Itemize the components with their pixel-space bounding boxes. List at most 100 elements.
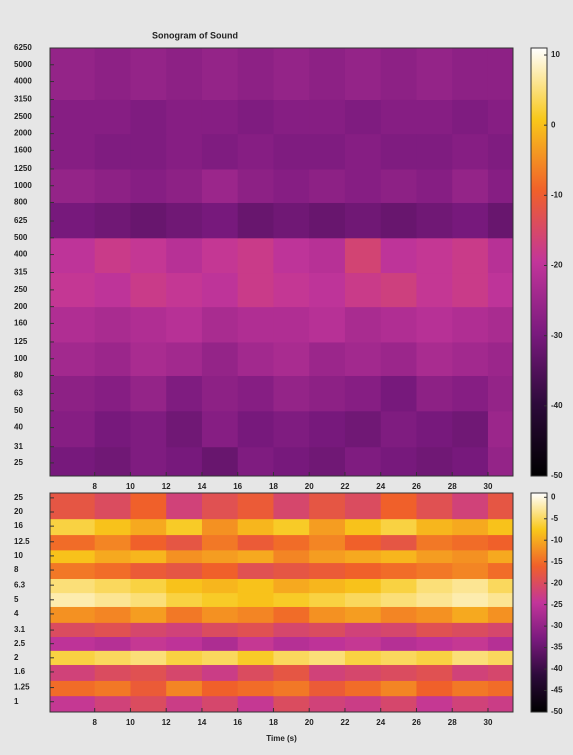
y-tick-label: 4	[14, 609, 19, 618]
heatmap-cell	[273, 133, 310, 170]
heatmap-cell	[166, 606, 203, 623]
heatmap-cell	[487, 549, 514, 564]
heatmap-cell	[344, 493, 382, 520]
colorbar-tick-label: -15	[551, 557, 563, 566]
heatmap-cell	[309, 341, 346, 376]
heatmap-cell	[380, 202, 417, 239]
heatmap-cell	[201, 493, 239, 520]
y-tick-label: 800	[14, 198, 28, 207]
heatmap-cell	[273, 237, 310, 274]
heatmap-cell	[487, 695, 514, 713]
heatmap-cell	[237, 636, 274, 651]
heatmap-cell	[452, 562, 489, 579]
heatmap-cell	[344, 410, 382, 448]
heatmap-cell	[380, 133, 417, 170]
heatmap-cell	[487, 636, 514, 651]
heatmap-cell	[416, 133, 453, 170]
heatmap-cell	[166, 622, 203, 638]
colorbar-tick-label: -25	[551, 600, 563, 609]
colorbar-tick-label: -50	[551, 471, 563, 480]
heatmap-cell	[130, 202, 167, 239]
heatmap-cell	[166, 168, 203, 203]
heatmap-cell	[380, 622, 417, 638]
heatmap-cell	[309, 622, 346, 638]
heatmap-cell	[344, 168, 382, 203]
heatmap-cell	[273, 48, 310, 100]
heatmap-cell	[166, 237, 203, 274]
heatmap-cell	[416, 272, 453, 308]
x-tick-label: 8	[92, 718, 97, 727]
heatmap-cell	[94, 680, 131, 697]
heatmap-cell	[487, 650, 514, 665]
heatmap-cell	[380, 272, 417, 308]
heatmap-cell	[237, 237, 274, 274]
heatmap-cell	[487, 99, 514, 135]
heatmap-cell	[94, 410, 131, 448]
heatmap-cell	[344, 99, 382, 135]
heatmap-cell	[452, 99, 489, 135]
heatmap-cell	[273, 549, 310, 564]
heatmap-cell	[201, 549, 239, 564]
heatmap-cell	[416, 622, 453, 638]
heatmap-cell	[452, 549, 489, 564]
heatmap-cell	[487, 202, 514, 239]
y-tick-label: 1	[14, 697, 19, 706]
heatmap-cell	[237, 578, 274, 594]
heatmap-cell	[166, 650, 203, 665]
heatmap-cell	[380, 664, 417, 681]
heatmap-cell	[201, 606, 239, 623]
heatmap-cell	[380, 592, 417, 607]
x-tick-label: 16	[233, 482, 242, 491]
heatmap-cell	[452, 606, 489, 623]
heatmap-cell	[130, 622, 167, 638]
heatmap-cell	[452, 446, 489, 477]
heatmap-cell	[237, 549, 274, 564]
heatmap-cell	[94, 534, 131, 551]
x-tick-label: 28	[448, 482, 457, 491]
y-tick-label: 1250	[14, 164, 32, 173]
colorbar-tick-label: -50	[551, 707, 563, 716]
heatmap-cell	[309, 493, 346, 520]
heatmap-cell	[166, 562, 203, 579]
heatmap-cell	[201, 562, 239, 579]
heatmap-cell	[237, 133, 274, 170]
heatmap-cell	[237, 534, 274, 551]
heatmap-cell	[416, 518, 453, 536]
heatmap-cell	[452, 272, 489, 308]
heatmap-cell	[416, 99, 453, 135]
heatmap-cell	[237, 202, 274, 239]
heatmap-cell	[416, 493, 453, 520]
heatmap-cell	[130, 341, 167, 376]
heatmap-cell	[273, 518, 310, 536]
heatmap-cell	[309, 272, 346, 308]
heatmap-cell	[273, 606, 310, 623]
heatmap-cell	[487, 272, 514, 308]
chart-title: Sonogram of Sound	[152, 30, 238, 40]
y-tick-label: 6250	[14, 43, 32, 52]
heatmap-cell	[94, 202, 131, 239]
heatmap-cell	[50, 622, 96, 638]
y-tick-label: 160	[14, 319, 28, 328]
heatmap-cell	[487, 410, 514, 448]
heatmap-cell	[94, 446, 131, 477]
heatmap-cell	[380, 636, 417, 651]
heatmap-cell	[94, 375, 131, 412]
heatmap-cell	[380, 48, 417, 100]
heatmap-cell	[50, 202, 96, 239]
heatmap-cell	[50, 664, 96, 681]
heatmap-cell	[166, 410, 203, 448]
heatmap-cell	[487, 534, 514, 551]
colorbar-tick-label: 0	[551, 492, 556, 501]
y-tick-label: 50	[14, 406, 23, 415]
heatmap-cell	[237, 375, 274, 412]
heatmap-cell	[344, 562, 382, 579]
heatmap-cell	[201, 237, 239, 274]
heatmap-cell	[201, 695, 239, 713]
heatmap-cell	[273, 650, 310, 665]
heatmap-cell	[452, 695, 489, 713]
heatmap-cell	[309, 680, 346, 697]
y-tick-label: 400	[14, 250, 28, 259]
heatmap-cell	[130, 237, 167, 274]
heatmap-cell	[309, 636, 346, 651]
heatmap-cell	[166, 493, 203, 520]
